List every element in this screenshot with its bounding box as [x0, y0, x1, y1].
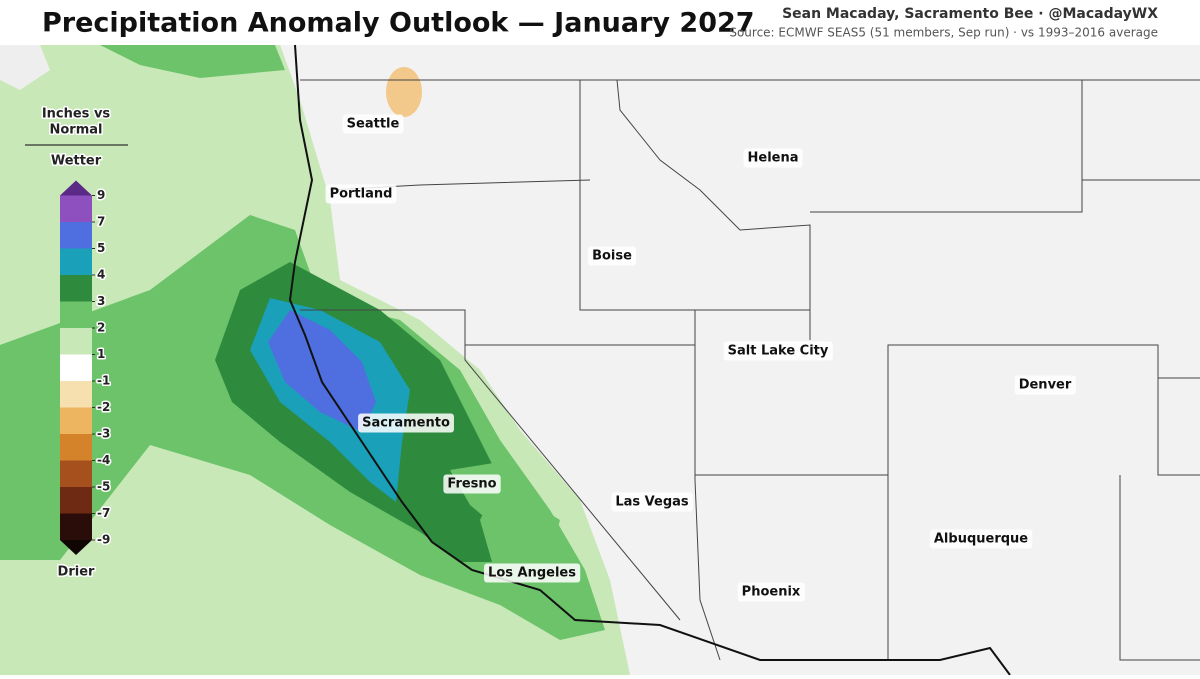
- city-label-box: [325, 184, 397, 204]
- city-label: Fresno: [447, 477, 496, 492]
- field-drier: [386, 67, 422, 117]
- field-neutral: [0, 45, 50, 90]
- legend-tick-label: 3: [97, 294, 105, 308]
- city-label: Seattle: [347, 117, 400, 132]
- legend-bin: [60, 354, 92, 381]
- city-label-box: [723, 341, 833, 361]
- city-label-box: [929, 529, 1033, 549]
- city-label-box: [342, 114, 404, 134]
- legend-tick-label: -9: [97, 533, 110, 547]
- legend-bin: [60, 434, 92, 461]
- border: [1119, 475, 1200, 661]
- city-label-box: [611, 492, 693, 512]
- city-label: Portland: [330, 187, 393, 202]
- city-label: Las Vegas: [615, 495, 689, 510]
- legend-tick-label: 9: [97, 188, 105, 202]
- legend-arrow-top: [60, 180, 92, 196]
- city-label: Denver: [1019, 378, 1072, 393]
- city-label-box: [484, 563, 581, 583]
- legend-title: Normal: [50, 123, 103, 138]
- border: [694, 310, 721, 661]
- legend-bin: [60, 222, 92, 249]
- city-label: Phoenix: [742, 585, 801, 600]
- border: [579, 80, 810, 311]
- border: [464, 310, 681, 621]
- legend-arrow-bottom: [60, 540, 92, 555]
- city-label: Sacramento: [362, 416, 450, 431]
- city-label-box: [743, 148, 803, 168]
- field-green: [100, 45, 285, 78]
- legend-tick-label: 7: [97, 215, 105, 229]
- legend-drier: Drier: [58, 565, 95, 580]
- header-band: [0, 0, 1200, 45]
- legend-tick-label: -7: [97, 506, 110, 520]
- legend-wetter: Wetter: [51, 154, 102, 169]
- legend-bin: [60, 381, 92, 408]
- coastline-border: [288, 44, 1011, 676]
- city-label: Salt Lake City: [728, 344, 829, 359]
- legend-tick-label: -3: [97, 427, 110, 441]
- credit: Sean Macaday, Sacramento Bee · @MacadayW…: [782, 6, 1158, 22]
- city-label-box: [588, 246, 637, 266]
- city-label-box: [358, 413, 454, 433]
- legend-tick-label: 1: [97, 347, 105, 361]
- field-blue: [268, 310, 376, 432]
- city-label-box: [1014, 375, 1076, 395]
- legend-tick-label: -1: [97, 374, 110, 388]
- legend-bin: [60, 328, 92, 355]
- border: [695, 344, 1200, 476]
- city-label: Helena: [748, 151, 799, 166]
- legend-tick-label: 2: [97, 321, 105, 335]
- legend-bin: [60, 460, 92, 487]
- legend-title: Inches vs: [42, 107, 111, 122]
- legend-tick-label: 4: [97, 268, 105, 282]
- legend-bin: [60, 275, 92, 302]
- legend-tick-label: 5: [97, 241, 105, 255]
- legend-bin: [60, 407, 92, 434]
- city-label: Los Angeles: [488, 566, 576, 581]
- city-label: Boise: [592, 249, 632, 264]
- legend-tick-label: -5: [97, 480, 110, 494]
- legend-bin: [60, 301, 92, 328]
- city-label-box: [737, 582, 805, 602]
- legend-bin: [60, 248, 92, 275]
- state-borders: [300, 79, 1200, 661]
- legend-bin: [60, 487, 92, 514]
- legend-bin: [60, 513, 92, 540]
- city-label-box: [443, 474, 501, 494]
- source: Source: ECMWF SEAS5 (51 members, Sep run…: [729, 26, 1158, 40]
- legend-tick-label: -2: [97, 400, 110, 414]
- city-label: Albuquerque: [934, 532, 1028, 547]
- title: Precipitation Anomaly Outlook — January …: [42, 8, 755, 39]
- legend-tick-label: -4: [97, 453, 110, 467]
- border: [810, 80, 1083, 213]
- border: [616, 79, 811, 340]
- legend-bin: [60, 195, 92, 222]
